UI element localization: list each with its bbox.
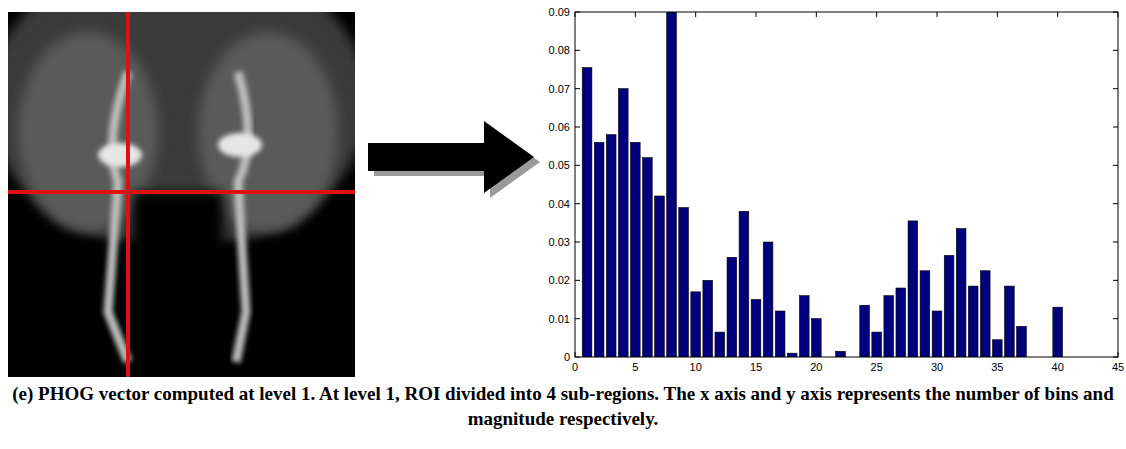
bar (884, 296, 894, 357)
x-tick-label: 30 (931, 361, 943, 373)
x-tick (937, 12, 938, 17)
y-tick (1113, 242, 1118, 243)
bar (896, 288, 906, 357)
plot-area (575, 12, 1118, 357)
red-divider (126, 12, 130, 377)
y-tick-label: 0.03 (549, 236, 570, 248)
y-tick (1113, 280, 1118, 281)
bar (787, 353, 797, 357)
y-tick (1113, 203, 1118, 204)
bar (751, 300, 761, 358)
bar (643, 158, 653, 357)
y-tick (575, 318, 580, 319)
bar (1053, 307, 1063, 357)
y-tick (1113, 318, 1118, 319)
bar (775, 311, 785, 357)
x-tick-label: 10 (690, 361, 702, 373)
bar (860, 305, 870, 357)
bright-spot (98, 143, 142, 167)
plot-frame (575, 12, 1118, 357)
bar (932, 311, 942, 357)
bar (582, 68, 592, 357)
bar (606, 135, 616, 357)
x-tick-label: 20 (810, 361, 822, 373)
bars (582, 12, 1062, 357)
bar (739, 211, 749, 357)
x-tick-label: 0 (572, 361, 578, 373)
y-tick (1113, 88, 1118, 89)
bar (812, 319, 822, 357)
y-tick-label: 0.05 (549, 159, 570, 171)
bar (703, 280, 713, 357)
bar (691, 292, 701, 357)
y-tick-label: 0.07 (549, 83, 570, 95)
y-tick-label: 0.04 (549, 198, 570, 210)
dark-region (8, 242, 355, 377)
bright-spot (218, 133, 262, 157)
y-tick (1113, 127, 1118, 128)
x-tick-label: 25 (871, 361, 883, 373)
y-tick-label: 0 (564, 351, 570, 363)
y-tick (575, 203, 580, 204)
y-tick (575, 127, 580, 128)
bar (799, 296, 809, 357)
x-tick (876, 12, 877, 17)
y-tick-label: 0.01 (549, 313, 570, 325)
x-tick (1057, 12, 1058, 17)
x-tick-label: 15 (750, 361, 762, 373)
x-tick-label: 5 (632, 361, 638, 373)
bar (908, 221, 918, 357)
y-tick (575, 165, 580, 166)
bar (667, 12, 677, 357)
bar (980, 271, 990, 357)
y-tick (575, 50, 580, 51)
roi-image (8, 12, 355, 377)
bar (727, 257, 737, 357)
y-tick-label: 0.06 (549, 121, 570, 133)
bar (956, 229, 966, 357)
bar (968, 286, 978, 357)
arrow (368, 121, 534, 193)
x-tick (635, 12, 636, 17)
y-tick (1113, 165, 1118, 166)
bright-structure (108, 72, 128, 362)
x-tick (695, 12, 696, 17)
y-tick-label: 0.09 (549, 6, 570, 18)
bar (993, 340, 1003, 357)
x-tick (756, 12, 757, 17)
x-tick-label: 45 (1112, 361, 1124, 373)
y-tick-label: 0.02 (549, 274, 570, 286)
red-divider (8, 190, 355, 194)
bright-structure (236, 72, 248, 362)
figure: 0 0.01 0.02 0.03 0.04 0.05 0.06 0.07 0.08 0.09 0 5 1… (0, 0, 1126, 449)
bar (631, 142, 641, 357)
y-tick (1113, 50, 1118, 51)
x-tick (816, 12, 817, 17)
x-tick-label: 35 (991, 361, 1003, 373)
x-tick-label: 40 (1052, 361, 1064, 373)
bar (715, 332, 725, 357)
bar (920, 271, 930, 357)
caption: (e) PHOG vector computed at level 1. At … (12, 383, 1114, 429)
caption-line: magnitude respectively. (468, 408, 659, 429)
bar (872, 332, 882, 357)
caption-line: (e) PHOG vector computed at level 1. At … (12, 383, 1114, 405)
x-tick (997, 12, 998, 17)
bar (618, 89, 628, 357)
bar (836, 351, 846, 357)
bar (763, 242, 773, 357)
bar (594, 142, 604, 357)
y-tick (575, 242, 580, 243)
bar (944, 255, 954, 357)
y-tick (575, 280, 580, 281)
bar (679, 208, 689, 358)
y-tick-label: 0.08 (549, 44, 570, 56)
bar (655, 196, 665, 357)
y-tick (575, 88, 580, 89)
bar (1005, 286, 1015, 357)
bar (1017, 326, 1027, 357)
